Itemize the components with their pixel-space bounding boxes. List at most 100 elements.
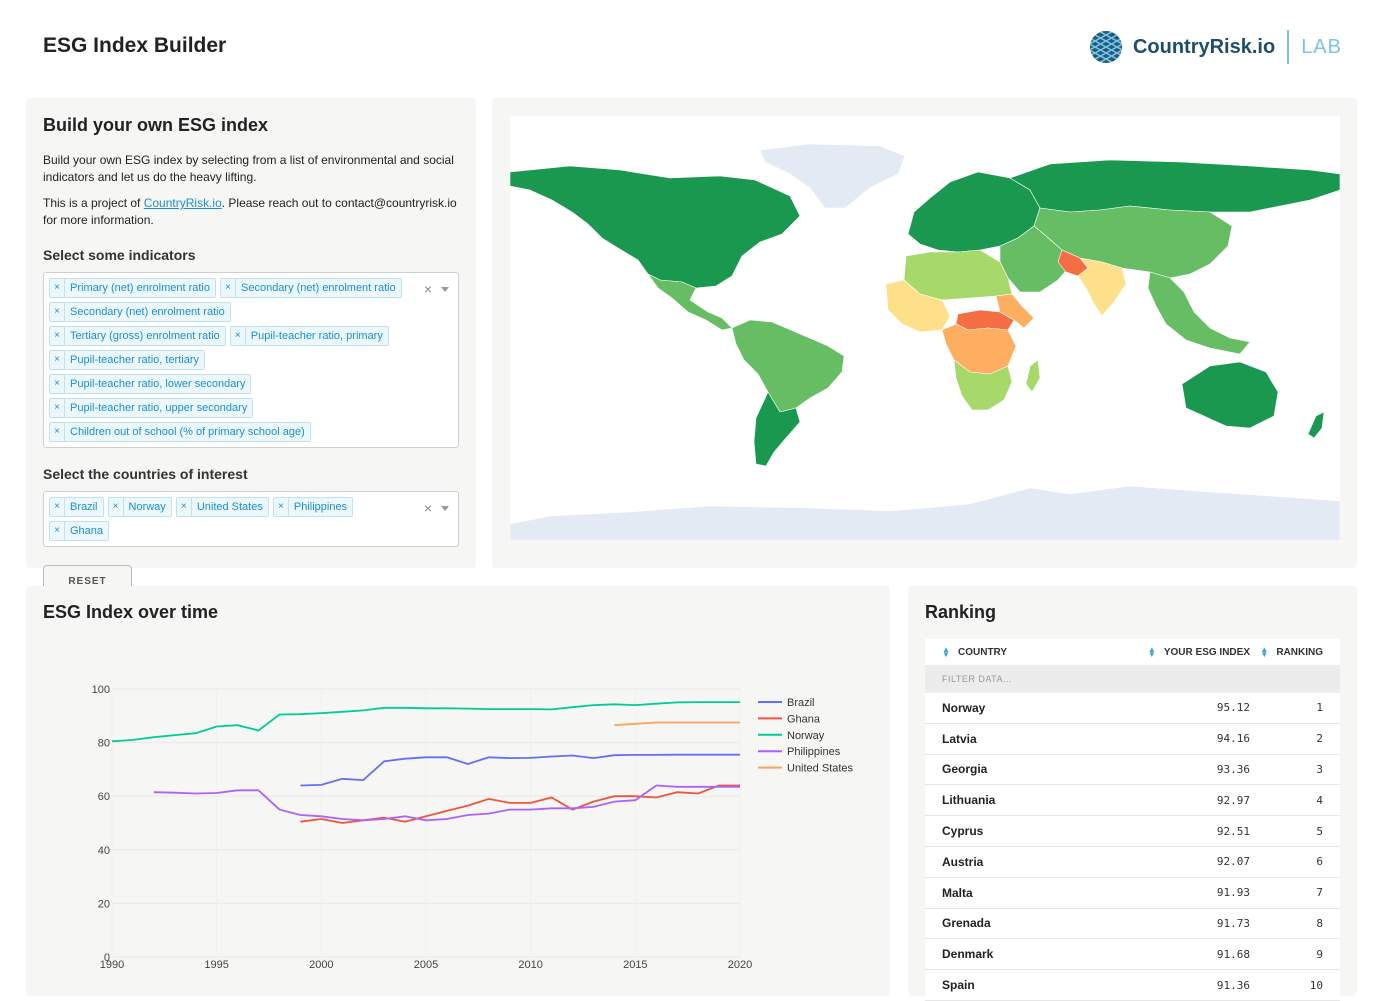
- remove-tag-icon[interactable]: ×: [50, 327, 65, 345]
- cell-index: 91.93: [1216, 886, 1250, 900]
- x-tick-label: 1995: [204, 959, 228, 971]
- country-tag[interactable]: × Norway: [107, 497, 172, 517]
- map-region-south-america-north[interactable]: [731, 319, 845, 413]
- indicator-tag-label: Tertiary (gross) enrolment ratio: [70, 330, 220, 342]
- legend-label[interactable]: Ghana: [787, 713, 821, 725]
- sort-icon[interactable]: ▲ ▼: [1260, 645, 1269, 659]
- table-row[interactable]: Lithuania 92.97 4: [925, 785, 1340, 817]
- legend-label[interactable]: Philippines: [787, 746, 841, 758]
- legend-label[interactable]: Brazil: [787, 697, 815, 709]
- map-region-north-america[interactable]: [510, 165, 801, 289]
- cell-rank: 2: [1316, 732, 1323, 746]
- country-tag-label: Ghana: [70, 525, 104, 537]
- brand-logo-group[interactable]: CountryRisk.io LAB: [1089, 28, 1342, 66]
- indicator-tag[interactable]: × Pupil-teacher ratio, tertiary: [49, 350, 205, 370]
- country-tag[interactable]: × United States: [175, 497, 269, 517]
- clear-countries-icon[interactable]: ×: [423, 500, 432, 516]
- indicators-label: Select some indicators: [43, 247, 196, 263]
- country-tag-label: Norway: [128, 501, 166, 513]
- indicator-tag[interactable]: × Pupil-teacher ratio, primary: [229, 326, 389, 346]
- chevron-down-icon[interactable]: [441, 506, 449, 511]
- sort-icon[interactable]: ▲ ▼: [942, 645, 950, 659]
- map-region-southeast-asia[interactable]: [1147, 271, 1251, 355]
- indicators-multiselect[interactable]: × Primary (net) enrolment ratio × Secondary…: [43, 272, 459, 448]
- series-line-brazil[interactable]: [300, 753, 740, 787]
- map-region-australia[interactable]: [1181, 361, 1279, 429]
- indicator-tag[interactable]: × Pupil-teacher ratio, upper secondary: [49, 398, 254, 418]
- table-row[interactable]: Spain 91.36 10: [925, 970, 1340, 1001]
- build-index-card: Build your own ESG index Build your own …: [26, 98, 476, 599]
- table-row[interactable]: Grenada 91.73 8: [925, 908, 1340, 940]
- indicator-tag[interactable]: × Secondary (net) enrolment ratio: [49, 302, 231, 322]
- remove-tag-icon[interactable]: ×: [50, 399, 65, 417]
- table-row[interactable]: Denmark 91.68 9: [925, 939, 1340, 971]
- table-row[interactable]: Malta 91.93 7: [925, 877, 1340, 909]
- country-tag[interactable]: × Ghana: [49, 521, 110, 541]
- country-tag[interactable]: × Philippines: [272, 497, 354, 517]
- cell-rank: 4: [1316, 793, 1323, 807]
- indicator-tag[interactable]: × Children out of school (% of primary sc…: [49, 422, 311, 442]
- remove-tag-icon[interactable]: ×: [50, 423, 65, 441]
- table-row[interactable]: Georgia 93.36 3: [925, 754, 1340, 786]
- legend-label[interactable]: United States: [787, 763, 854, 775]
- sort-icon[interactable]: ▲ ▼: [1147, 645, 1156, 659]
- col-rank-header[interactable]: ▲ ▼ RANKING: [1250, 645, 1340, 659]
- map-region-greenland[interactable]: [759, 143, 906, 209]
- remove-tag-icon[interactable]: ×: [50, 279, 65, 297]
- map-region-central-africa[interactable]: [941, 323, 1017, 375]
- cell-index: 94.16: [1216, 732, 1250, 746]
- cell-index: 92.07: [1216, 855, 1250, 869]
- cell-country: Latvia: [942, 731, 977, 746]
- indicator-tag[interactable]: × Tertiary (gross) enrolment ratio: [49, 326, 226, 346]
- indicator-tag[interactable]: × Pupil-teacher ratio, lower secondary: [49, 374, 252, 394]
- cell-country: Denmark: [942, 947, 994, 962]
- series-line-united-states[interactable]: [614, 721, 740, 727]
- remove-tag-icon[interactable]: ×: [109, 498, 124, 516]
- filter-input[interactable]: FILTER DATA...: [925, 666, 1340, 693]
- countryrisk-link[interactable]: CountryRisk.io: [143, 196, 222, 210]
- indicator-tag-label: Pupil-teacher ratio, upper secondary: [70, 402, 248, 414]
- legend-label[interactable]: Norway: [787, 730, 825, 742]
- map-region-south-america-south[interactable]: [753, 391, 801, 467]
- chevron-down-icon[interactable]: [441, 287, 449, 292]
- remove-tag-icon[interactable]: ×: [221, 279, 236, 297]
- table-row[interactable]: Austria 92.07 6: [925, 846, 1340, 878]
- series-line-philippines[interactable]: [153, 784, 740, 822]
- map-region-central-america[interactable]: [647, 273, 733, 331]
- series-line-ghana[interactable]: [300, 784, 740, 824]
- map-region-southern-africa[interactable]: [953, 359, 1013, 411]
- esg-line-chart[interactable]: 0 20 40 60 80 100 1990 1995 2000 2005 2010 2015 2020…: [26, 586, 890, 990]
- world-choropleth-map[interactable]: [510, 116, 1340, 540]
- remove-tag-icon[interactable]: ×: [274, 498, 289, 516]
- col-index-header[interactable]: ▲ ▼ YOUR ESG INDEX: [1115, 645, 1250, 659]
- remove-tag-icon[interactable]: ×: [177, 498, 192, 516]
- map-region-antarctica[interactable]: [510, 485, 1340, 540]
- map-region-west-africa[interactable]: [885, 279, 951, 333]
- ranking-card: Ranking ▲ ▼ COUNTRY ▲ ▼ YOUR ESG INDEX ▲ ▼ …: [908, 586, 1357, 1001]
- remove-tag-icon[interactable]: ×: [50, 522, 65, 540]
- remove-tag-icon[interactable]: ×: [50, 303, 65, 321]
- remove-tag-icon[interactable]: ×: [50, 498, 65, 516]
- country-tag-label: Brazil: [70, 501, 98, 513]
- col-country-header[interactable]: ▲ ▼ COUNTRY: [925, 645, 1115, 659]
- indicator-tag[interactable]: × Primary (net) enrolment ratio: [49, 278, 216, 298]
- map-region-new-zealand[interactable]: [1307, 411, 1325, 439]
- table-row[interactable]: Latvia 94.16 2: [925, 723, 1340, 755]
- countries-multiselect[interactable]: × Brazil × Norway × United States × Philippines…: [43, 491, 459, 547]
- remove-tag-icon[interactable]: ×: [50, 375, 65, 393]
- remove-tag-icon[interactable]: ×: [50, 351, 65, 369]
- clear-indicators-icon[interactable]: ×: [423, 281, 432, 297]
- map-region-madagascar[interactable]: [1025, 359, 1041, 393]
- cell-rank: 10: [1309, 978, 1323, 992]
- y-tick-label: 0: [104, 952, 110, 964]
- indicator-tag[interactable]: × Secondary (net) enrolment ratio: [220, 278, 402, 298]
- series-line-norway[interactable]: [111, 701, 740, 743]
- table-row[interactable]: Norway 95.12 1: [925, 693, 1340, 724]
- ranking-table: ▲ ▼ COUNTRY ▲ ▼ YOUR ESG INDEX ▲ ▼ RANKING …: [925, 639, 1340, 1001]
- country-tag[interactable]: × Brazil: [49, 497, 104, 517]
- map-region-horn-of-africa[interactable]: [995, 293, 1035, 329]
- cell-rank: 3: [1316, 762, 1323, 776]
- remove-tag-icon[interactable]: ×: [231, 327, 246, 345]
- map-region-south-asia[interactable]: [1077, 257, 1127, 317]
- table-row[interactable]: Cyprus 92.51 5: [925, 816, 1340, 847]
